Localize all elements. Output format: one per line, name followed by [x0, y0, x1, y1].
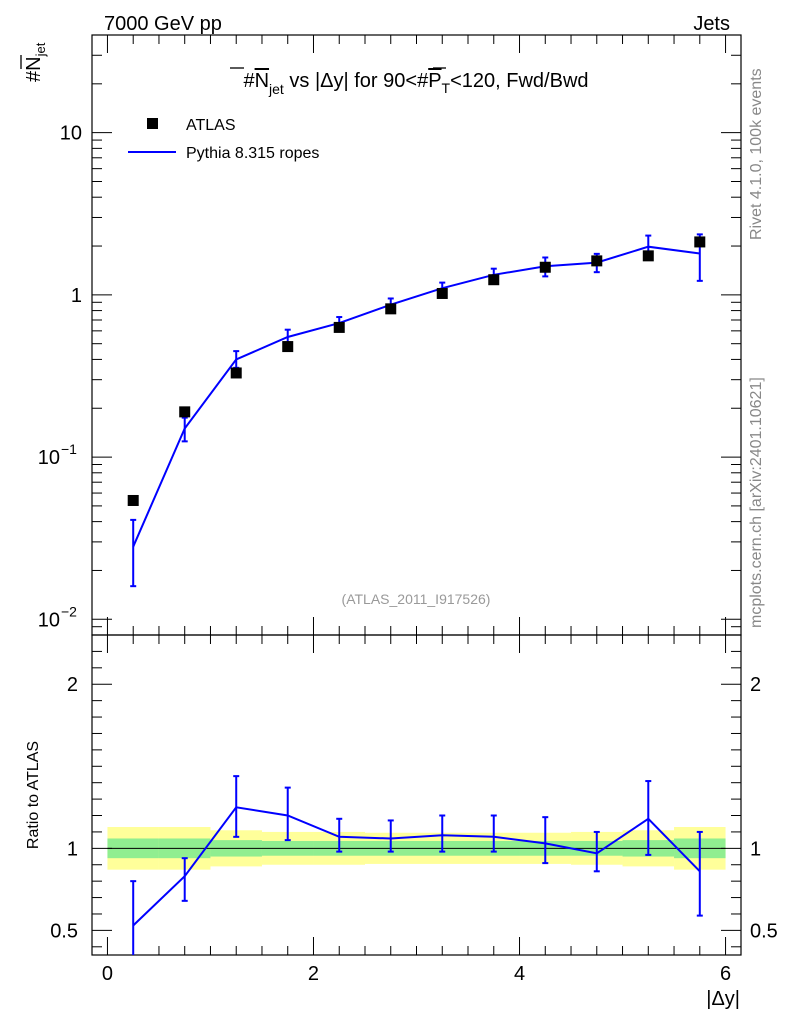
x-tick-label: 4: [514, 963, 525, 985]
plot-title: #Njet vs |Δy| for 90<#PT<120, Fwd/Bwd: [243, 70, 588, 97]
atlas-data-point: [282, 341, 294, 353]
header-left: 7000 GeV pp: [104, 13, 222, 35]
atlas-data-point: [436, 287, 448, 299]
ratio-y-tick-label-right: 1: [750, 838, 761, 860]
mc-line: [132, 245, 700, 548]
main-axes: [92, 34, 741, 636]
ratio-plot-frame: [91, 634, 742, 956]
ratio-y-tick-label-right: 0.5: [750, 920, 778, 942]
x-tick-label: 0: [102, 963, 113, 985]
atlas-series: [127, 236, 706, 506]
atlas-data-point: [333, 321, 345, 333]
ratio-y-tick-label: 0.5: [50, 920, 78, 942]
header-right: Jets: [693, 13, 730, 35]
ratio-mc-line: [132, 806, 701, 927]
main-y-tick-label: 10: [60, 123, 82, 145]
atlas-data-point: [642, 250, 654, 262]
ratio-y-tick-label: 2: [67, 674, 78, 696]
ratio-y-axis-label: Ratio to ATLAS: [25, 741, 42, 849]
svg-text:#Njet: #Njet: [23, 42, 48, 82]
main-y-axis-label: #Njet: [20, 42, 48, 82]
mcplots-label: mcplots.cern.ch [arXiv:2401.10621]: [748, 377, 765, 628]
ratio-mc-series: [130, 775, 703, 955]
legend: ATLAS Pythia 8.315 ropes: [128, 117, 319, 162]
atlas-data-point: [179, 406, 191, 418]
main-y-tick-label: 1: [71, 285, 82, 307]
main-y-tick-label: 10: [38, 447, 60, 469]
atlas-data-point: [488, 274, 500, 286]
ratio-tick-labels: 0.5 0.5 1 1 2 2 0 2 4 6: [50, 674, 778, 985]
atlas-data-point: [127, 494, 139, 506]
main-y-tick-exponent: −2: [61, 603, 77, 619]
ratio-uncertainty-bands: [107, 827, 726, 870]
ratio-y-tick-label-right: 2: [750, 674, 761, 696]
main-y-tick-exponent: −1: [61, 441, 77, 457]
ratio-y-tick-label: 1: [67, 838, 78, 860]
main-y-tick-label: 10: [38, 609, 60, 631]
mc-series: [130, 233, 703, 588]
ratio-plot-panel: 0.5 0.5 1 1 2 2 0 2 4 6 Ratio to ATLAS |Δy|: [25, 634, 778, 1010]
analysis-id-watermark: (ATLAS_2011_I917526): [342, 591, 491, 607]
atlas-data-point: [385, 303, 397, 315]
atlas-data-point: [539, 261, 551, 273]
x-axis-label: |Δy|: [706, 988, 740, 1010]
atlas-data-point: [591, 255, 603, 267]
rivet-version-label: Rivet 4.1.0, 100k events: [748, 68, 765, 240]
legend-mc-label: Pythia 8.315 ropes: [186, 145, 319, 162]
x-tick-label: 6: [720, 963, 731, 985]
legend-atlas-label: ATLAS: [186, 117, 236, 134]
x-tick-label: 2: [308, 963, 319, 985]
ratio-axes: [92, 634, 741, 955]
atlas-data-point: [694, 236, 706, 248]
legend-atlas-marker: [147, 118, 158, 129]
atlas-data-point: [230, 367, 242, 379]
